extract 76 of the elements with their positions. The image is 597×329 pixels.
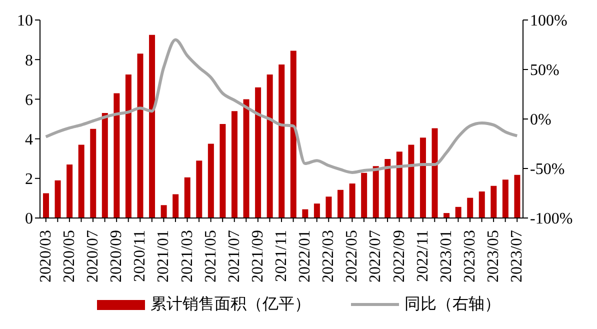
y2-tick-label: 100% bbox=[530, 12, 568, 30]
y2-tick-label: -50% bbox=[530, 161, 565, 178]
bar bbox=[420, 138, 426, 218]
bar bbox=[66, 164, 73, 218]
bar bbox=[266, 74, 273, 218]
x-tick-label: 2020/05 bbox=[60, 230, 78, 282]
bar bbox=[102, 113, 108, 218]
x-tick-label: 2022/05 bbox=[344, 230, 361, 282]
bar bbox=[502, 180, 508, 218]
x-tick-label: 2022/01 bbox=[296, 230, 314, 282]
x-tick-label: 2021/05 bbox=[202, 230, 220, 282]
x-tick-label: 2021/09 bbox=[249, 230, 266, 282]
x-tick-label: 2023/05 bbox=[485, 230, 502, 282]
bar bbox=[255, 87, 262, 218]
x-tick-label: 2020/11 bbox=[132, 230, 149, 282]
x-tick-label: 2021/01 bbox=[155, 230, 172, 282]
x-tick-label: 2022/11 bbox=[414, 230, 432, 282]
bar bbox=[326, 196, 332, 218]
x-tick-label: 2021/07 bbox=[226, 230, 243, 282]
y2-tick-label: 50% bbox=[530, 62, 560, 80]
bar bbox=[149, 34, 156, 218]
bar bbox=[372, 166, 379, 218]
y-tick-label: 2 bbox=[25, 171, 33, 188]
bar bbox=[455, 206, 462, 218]
y2-tick-label: -100% bbox=[530, 210, 573, 228]
x-tick-label: 2022/07 bbox=[367, 230, 384, 282]
bar bbox=[514, 174, 520, 218]
bar bbox=[172, 194, 179, 218]
y-tick-label: 10 bbox=[17, 12, 33, 30]
bar bbox=[184, 177, 190, 218]
bar bbox=[196, 160, 202, 218]
bar bbox=[290, 50, 296, 218]
x-tick-label: 2023/07 bbox=[508, 230, 526, 282]
bar bbox=[278, 64, 285, 218]
bar bbox=[314, 204, 320, 218]
bar bbox=[125, 74, 132, 218]
bar bbox=[220, 124, 226, 218]
bar bbox=[467, 198, 474, 218]
bar bbox=[160, 205, 167, 218]
y2-tick-label: 0% bbox=[530, 112, 552, 129]
y-tick-label: 4 bbox=[25, 131, 33, 148]
bar bbox=[78, 144, 84, 218]
x-tick-label: 2020/07 bbox=[84, 230, 102, 282]
bar bbox=[90, 128, 96, 218]
bar bbox=[396, 152, 402, 218]
bar bbox=[231, 111, 238, 218]
bar bbox=[384, 158, 391, 218]
bar bbox=[444, 213, 450, 218]
y-tick-label: 6 bbox=[25, 92, 33, 109]
x-tick-label: 2022/03 bbox=[320, 230, 338, 282]
bar bbox=[43, 193, 49, 218]
bar bbox=[490, 186, 497, 218]
bar bbox=[432, 128, 438, 218]
legend-label: 累计销售面积（亿平） bbox=[150, 294, 310, 315]
y-tick-label: 8 bbox=[25, 52, 33, 70]
x-tick-label: 2022/09 bbox=[390, 230, 408, 282]
bar bbox=[302, 209, 308, 218]
legend-label: 同比（右轴） bbox=[404, 294, 500, 315]
x-tick-label: 2020/03 bbox=[37, 230, 54, 282]
x-tick-label: 2023/01 bbox=[438, 230, 455, 282]
x-tick-label: 2021/03 bbox=[178, 230, 196, 282]
line-series bbox=[44, 38, 519, 174]
bar bbox=[114, 93, 120, 218]
bar bbox=[137, 54, 144, 218]
y-tick-label: 0 bbox=[25, 210, 33, 228]
bar bbox=[243, 99, 250, 218]
bar bbox=[478, 191, 485, 218]
bar bbox=[349, 184, 356, 218]
bar bbox=[338, 190, 344, 218]
x-tick-label: 2021/11 bbox=[273, 230, 290, 282]
x-tick-label: 2020/09 bbox=[108, 230, 126, 282]
bar bbox=[361, 172, 368, 218]
x-tick-label: 2023/03 bbox=[461, 230, 478, 282]
bar bbox=[408, 144, 414, 218]
bar bbox=[54, 180, 61, 218]
bar bbox=[208, 144, 214, 218]
